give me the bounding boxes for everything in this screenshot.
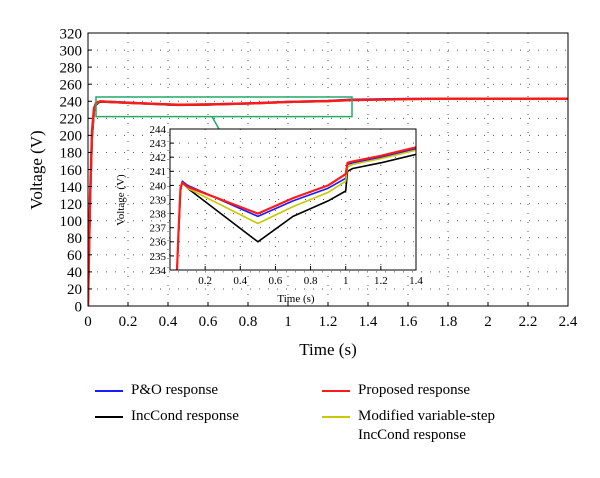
main-x-tick-label: 2.2 [519,314,538,330]
main-x-tick-label: 0.2 [119,314,138,330]
main-y-tick-label: 120 [60,197,83,213]
main-y-tick-label: 160 [60,163,83,179]
main-x-tick-label: 1.4 [359,314,378,330]
inset-x-tick-label: 0.4 [233,275,247,287]
inset-group: 0.2 0.4 0.6 0.8 1 1.2 1.4 234 235 236 237 238 239 240… [115,124,423,305]
main-y-tick-label: 0 [75,299,83,315]
main-y-tick-label: 200 [60,129,83,145]
main-x-tick-label: 0 [84,314,92,330]
main-y-tick-label: 240 [60,95,83,111]
main-group: 0 0.2 0.4 0.6 0.8 1 1.2 1.4 1.6 1.8 2 2.2 2.4 0204060… [27,26,578,359]
main-y-tick-label: 320 [60,26,83,42]
inset-y-tick-label: 239 [150,194,167,206]
inset-y-tick-label: 238 [150,208,167,220]
inset-series-line [175,146,416,270]
main-y-tick-label: 260 [60,77,83,93]
inset-y-tick-label: 234 [150,265,167,277]
main-series-line [88,97,568,306]
main-x-axis-label: Time (s) [299,340,356,359]
inset-x-tick-label: 1.2 [374,275,388,287]
inset-y-tick-label: 242 [150,152,167,164]
inset-x-tick-label: 1 [343,275,349,287]
main-y-tick-label: 20 [67,282,82,298]
main-y-tick-label: 300 [60,43,83,59]
inset-series-group [175,146,416,270]
main-y-tick-label: 40 [67,265,82,281]
main-x-tick-label: 1.6 [399,314,418,330]
main-y-tick-label: 140 [60,180,83,196]
inset-y-tick-label: 237 [150,223,167,235]
main-series-group [88,97,568,306]
inset-x-tick-label: 0.2 [198,275,212,287]
inset-x-tick-label: 0.6 [269,275,283,287]
zoom-region-box [95,96,353,118]
main-x-tick-label: 1.2 [319,314,338,330]
inset-y-tick-label: 236 [150,237,167,249]
inset-y-tick-label: 243 [150,138,167,150]
main-y-axis-label: Voltage (V) [27,130,46,209]
main-x-tick-label: 1.8 [439,314,458,330]
main-y-tick-label: 100 [60,214,83,230]
inset-y-tick-label: 235 [150,251,167,263]
zoom-connector-line [211,116,220,130]
main-x-tick-label: 0.6 [199,314,218,330]
inset-x-tick-label: 0.8 [304,275,318,287]
main-x-tick-label: 2.4 [559,314,578,330]
main-y-tick-label: 60 [67,248,82,264]
inset-y-axis-label: Voltage (V) [115,174,127,226]
inset-x-tick-label: 1.4 [409,275,423,287]
inset-y-tick-label: 240 [150,180,167,192]
main-x-tick-label: 2 [484,314,492,330]
inset-y-tick-label: 241 [150,166,167,178]
main-y-tick-label: 80 [67,231,82,247]
inset-y-tick-label: 244 [150,124,167,136]
main-x-tick-label: 0.8 [239,314,258,330]
main-x-tick-label: 1 [284,314,292,330]
main-y-tick-label: 180 [60,146,83,162]
inset-x-axis-label: Time (s) [277,293,315,305]
main-x-tick-label: 0.4 [159,314,178,330]
main-y-tick-label: 280 [60,60,83,76]
main-y-tick-label: 220 [60,112,83,128]
